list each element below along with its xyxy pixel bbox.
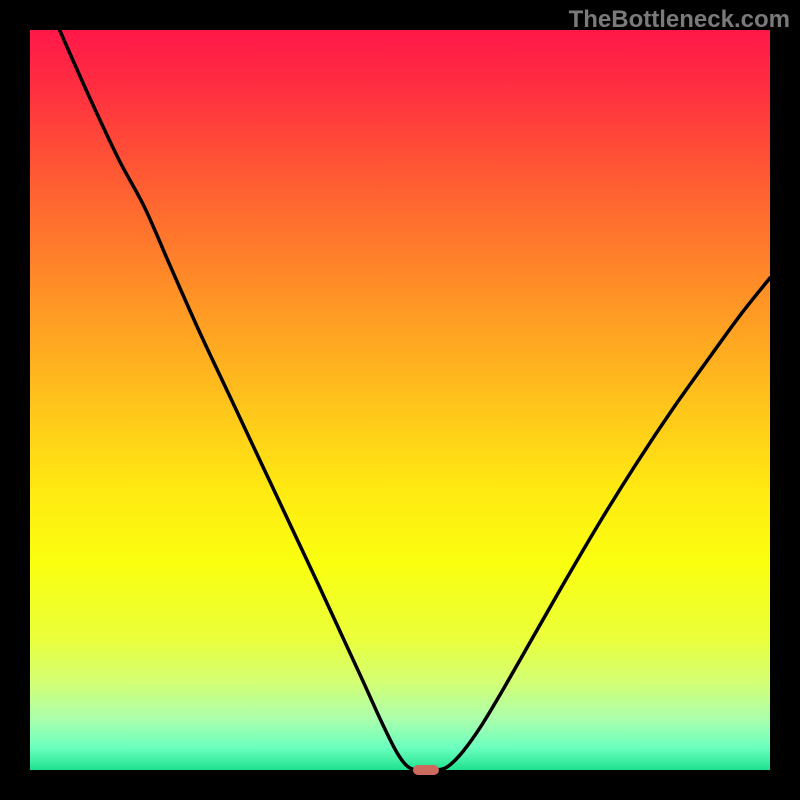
plot-area — [30, 30, 770, 770]
plot-svg — [30, 30, 770, 770]
plot-background — [30, 30, 770, 770]
optimum-marker — [413, 765, 439, 775]
watermark-text: TheBottleneck.com — [569, 6, 790, 34]
chart-container: TheBottleneck.com — [0, 0, 800, 800]
